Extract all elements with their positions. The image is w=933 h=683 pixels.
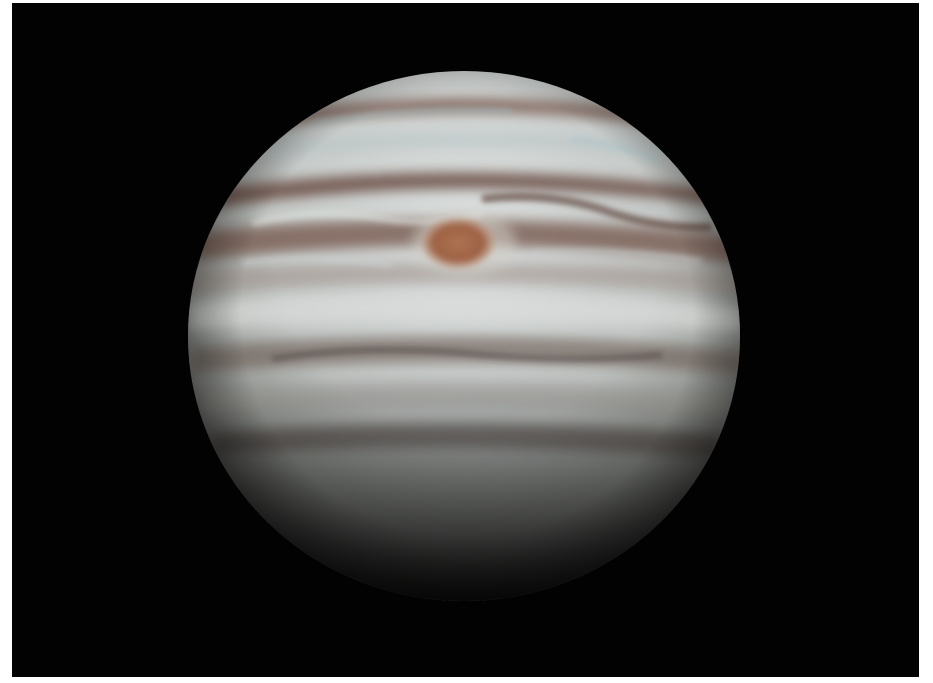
space-background (12, 3, 919, 677)
jupiter-disk (188, 71, 740, 601)
jupiter-photo (188, 71, 740, 601)
